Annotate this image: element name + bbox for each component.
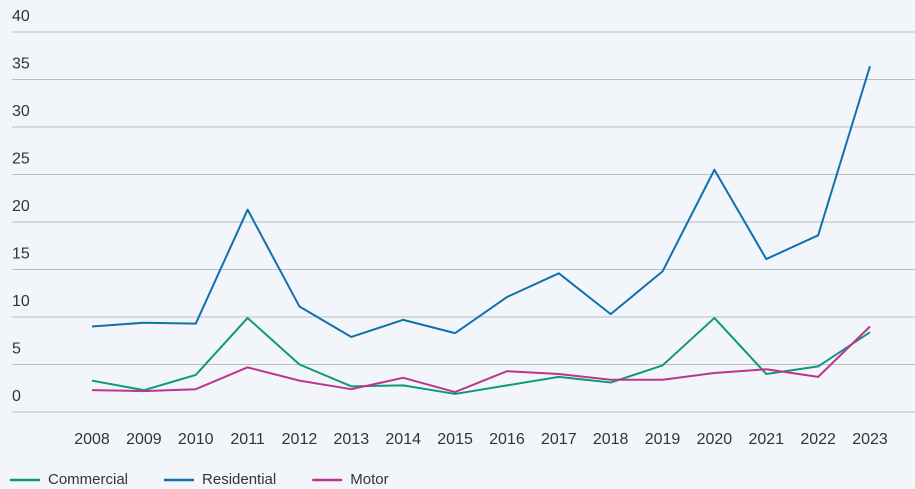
y-tick-label: 15	[12, 246, 30, 263]
x-tick-label: 2021	[748, 431, 784, 448]
x-tick-label: 2014	[385, 431, 421, 448]
x-tick-label: 2022	[800, 431, 836, 448]
x-tick-label: 2019	[645, 431, 681, 448]
x-tick-label: 2011	[230, 431, 265, 448]
y-tick-label: 10	[12, 293, 30, 310]
legend-label: Residential	[202, 471, 276, 488]
x-tick-label: 2023	[852, 431, 888, 448]
legend-label: Motor	[350, 471, 388, 488]
y-tick-label: 35	[12, 56, 30, 73]
x-tick-label: 2009	[126, 431, 162, 448]
x-tick-label: 2010	[178, 431, 214, 448]
x-tick-label: 2017	[541, 431, 577, 448]
series-line	[91, 316, 871, 395]
x-tick-label: 2013	[334, 431, 370, 448]
series-line	[91, 325, 871, 394]
x-tick-label: 2018	[593, 431, 629, 448]
x-tick-label: 2016	[489, 431, 525, 448]
y-tick-label: 20	[12, 198, 30, 215]
y-tick-label: 30	[12, 103, 30, 120]
series-line	[91, 65, 871, 338]
y-tick-label: 40	[12, 8, 30, 25]
legend-label: Commercial	[48, 471, 128, 488]
legend: Commercial Residential Motor	[10, 471, 389, 488]
y-tick-label: 5	[12, 341, 21, 358]
x-tick-label: 2008	[74, 431, 110, 448]
x-tick-label: 2020	[697, 431, 733, 448]
x-tick-label: 2012	[282, 431, 318, 448]
x-tick-label: 2015	[437, 431, 473, 448]
y-tick-label: 0	[12, 388, 21, 405]
y-tick-label: 25	[12, 151, 30, 168]
